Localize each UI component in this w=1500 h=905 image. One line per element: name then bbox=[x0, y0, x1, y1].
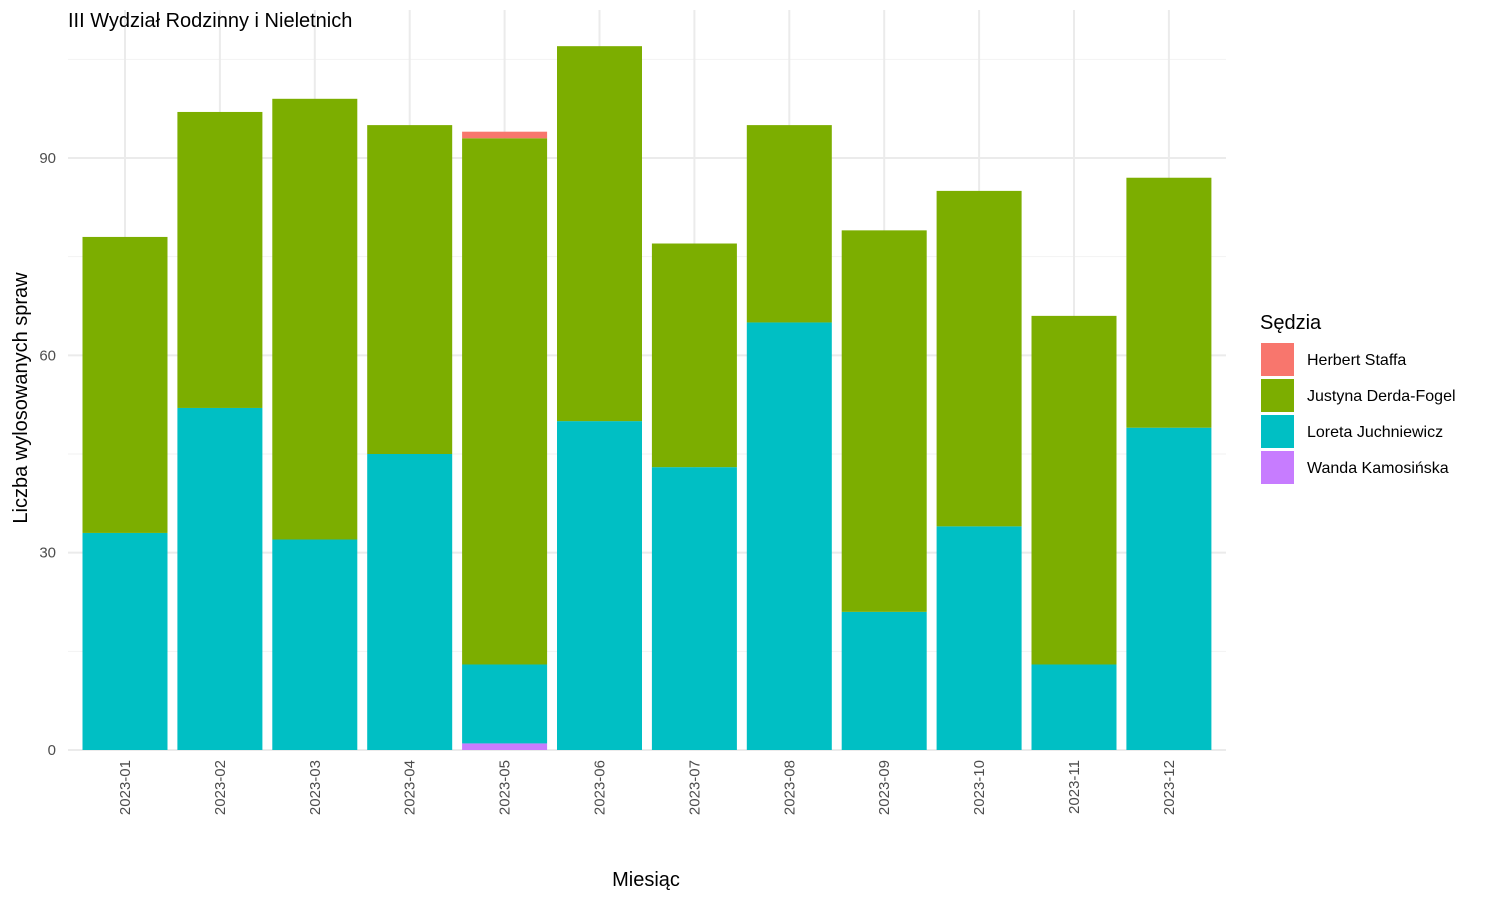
x-axis-title: Miesiąc bbox=[612, 869, 680, 891]
y-tick-label: 0 bbox=[48, 742, 56, 759]
bar-segment bbox=[651, 467, 737, 750]
bar-segment bbox=[462, 138, 548, 665]
y-tick-label: 90 bbox=[39, 150, 56, 167]
y-tick-labels: 0 30 60 90 bbox=[39, 150, 56, 759]
y-tick-label: 60 bbox=[39, 347, 56, 364]
bar-segment bbox=[746, 322, 832, 750]
x-tick-label: 2023-01 bbox=[117, 760, 134, 815]
legend-label: Justyna Derda-Fogel bbox=[1307, 388, 1456, 405]
x-tick-label: 2023-02 bbox=[212, 760, 229, 815]
x-tick-label: 2023-09 bbox=[876, 760, 893, 815]
x-tick-label: 2023-12 bbox=[1161, 760, 1178, 815]
x-tick-label: 2023-07 bbox=[686, 760, 703, 815]
bar-segment bbox=[936, 526, 1022, 750]
bar-segment bbox=[177, 407, 263, 750]
bar-segment bbox=[1126, 177, 1212, 428]
x-tick-label: 2023-11 bbox=[1066, 760, 1083, 814]
bar-segment bbox=[557, 421, 642, 750]
legend-label: Herbert Staffa bbox=[1307, 352, 1406, 369]
bar-segment bbox=[82, 532, 168, 750]
bar-segment bbox=[462, 664, 548, 744]
legend-swatch bbox=[1261, 451, 1294, 484]
bar-segment bbox=[936, 190, 1022, 527]
bar-segment bbox=[367, 125, 453, 454]
bar-segment bbox=[651, 243, 737, 468]
bar-segment bbox=[841, 611, 927, 750]
legend-label: Loreta Juchniewicz bbox=[1307, 424, 1443, 441]
x-tick-label: 2023-08 bbox=[781, 760, 798, 815]
bar-segment bbox=[272, 98, 358, 540]
bar-segment bbox=[82, 236, 168, 533]
x-tick-label: 2023-10 bbox=[971, 760, 988, 815]
bar-segment bbox=[1031, 664, 1117, 750]
y-axis-title: Liczba wylosowanych spraw bbox=[10, 272, 32, 524]
legend-items: Herbert Staffa Justyna Derda-Fogel Loreta … bbox=[1261, 343, 1456, 484]
x-tick-label: 2023-03 bbox=[307, 760, 324, 815]
bar-segment bbox=[177, 111, 263, 408]
y-tick-label: 30 bbox=[39, 545, 56, 562]
x-tick-labels: 2023-01 2023-02 2023-03 2023-04 2023-05 2023-… bbox=[117, 760, 1178, 815]
legend-swatch bbox=[1261, 343, 1294, 376]
bar-segment bbox=[462, 131, 548, 139]
legend-label: Wanda Kamosińska bbox=[1307, 460, 1449, 477]
bar-segment bbox=[462, 743, 548, 750]
bar-segment bbox=[746, 125, 832, 323]
bar-segment bbox=[272, 539, 358, 750]
legend: Sędzia Herbert Staffa Justyna Derda-Fogel… bbox=[1260, 312, 1456, 484]
bar-segment bbox=[1031, 315, 1117, 665]
x-tick-label: 2023-04 bbox=[402, 760, 419, 815]
x-tick-label: 2023-05 bbox=[497, 760, 514, 815]
bar-segment bbox=[1126, 427, 1212, 750]
chart-title: III Wydział Rodzinny i Nieletnich bbox=[68, 10, 352, 32]
bar-segment bbox=[841, 230, 927, 612]
legend-swatch bbox=[1261, 379, 1294, 412]
legend-swatch bbox=[1261, 415, 1294, 448]
x-tick-label: 2023-06 bbox=[592, 760, 609, 815]
legend-title: Sędzia bbox=[1260, 312, 1322, 334]
bar-segment bbox=[367, 454, 453, 750]
bar-segment bbox=[557, 46, 642, 422]
bars-layer bbox=[82, 46, 1212, 750]
